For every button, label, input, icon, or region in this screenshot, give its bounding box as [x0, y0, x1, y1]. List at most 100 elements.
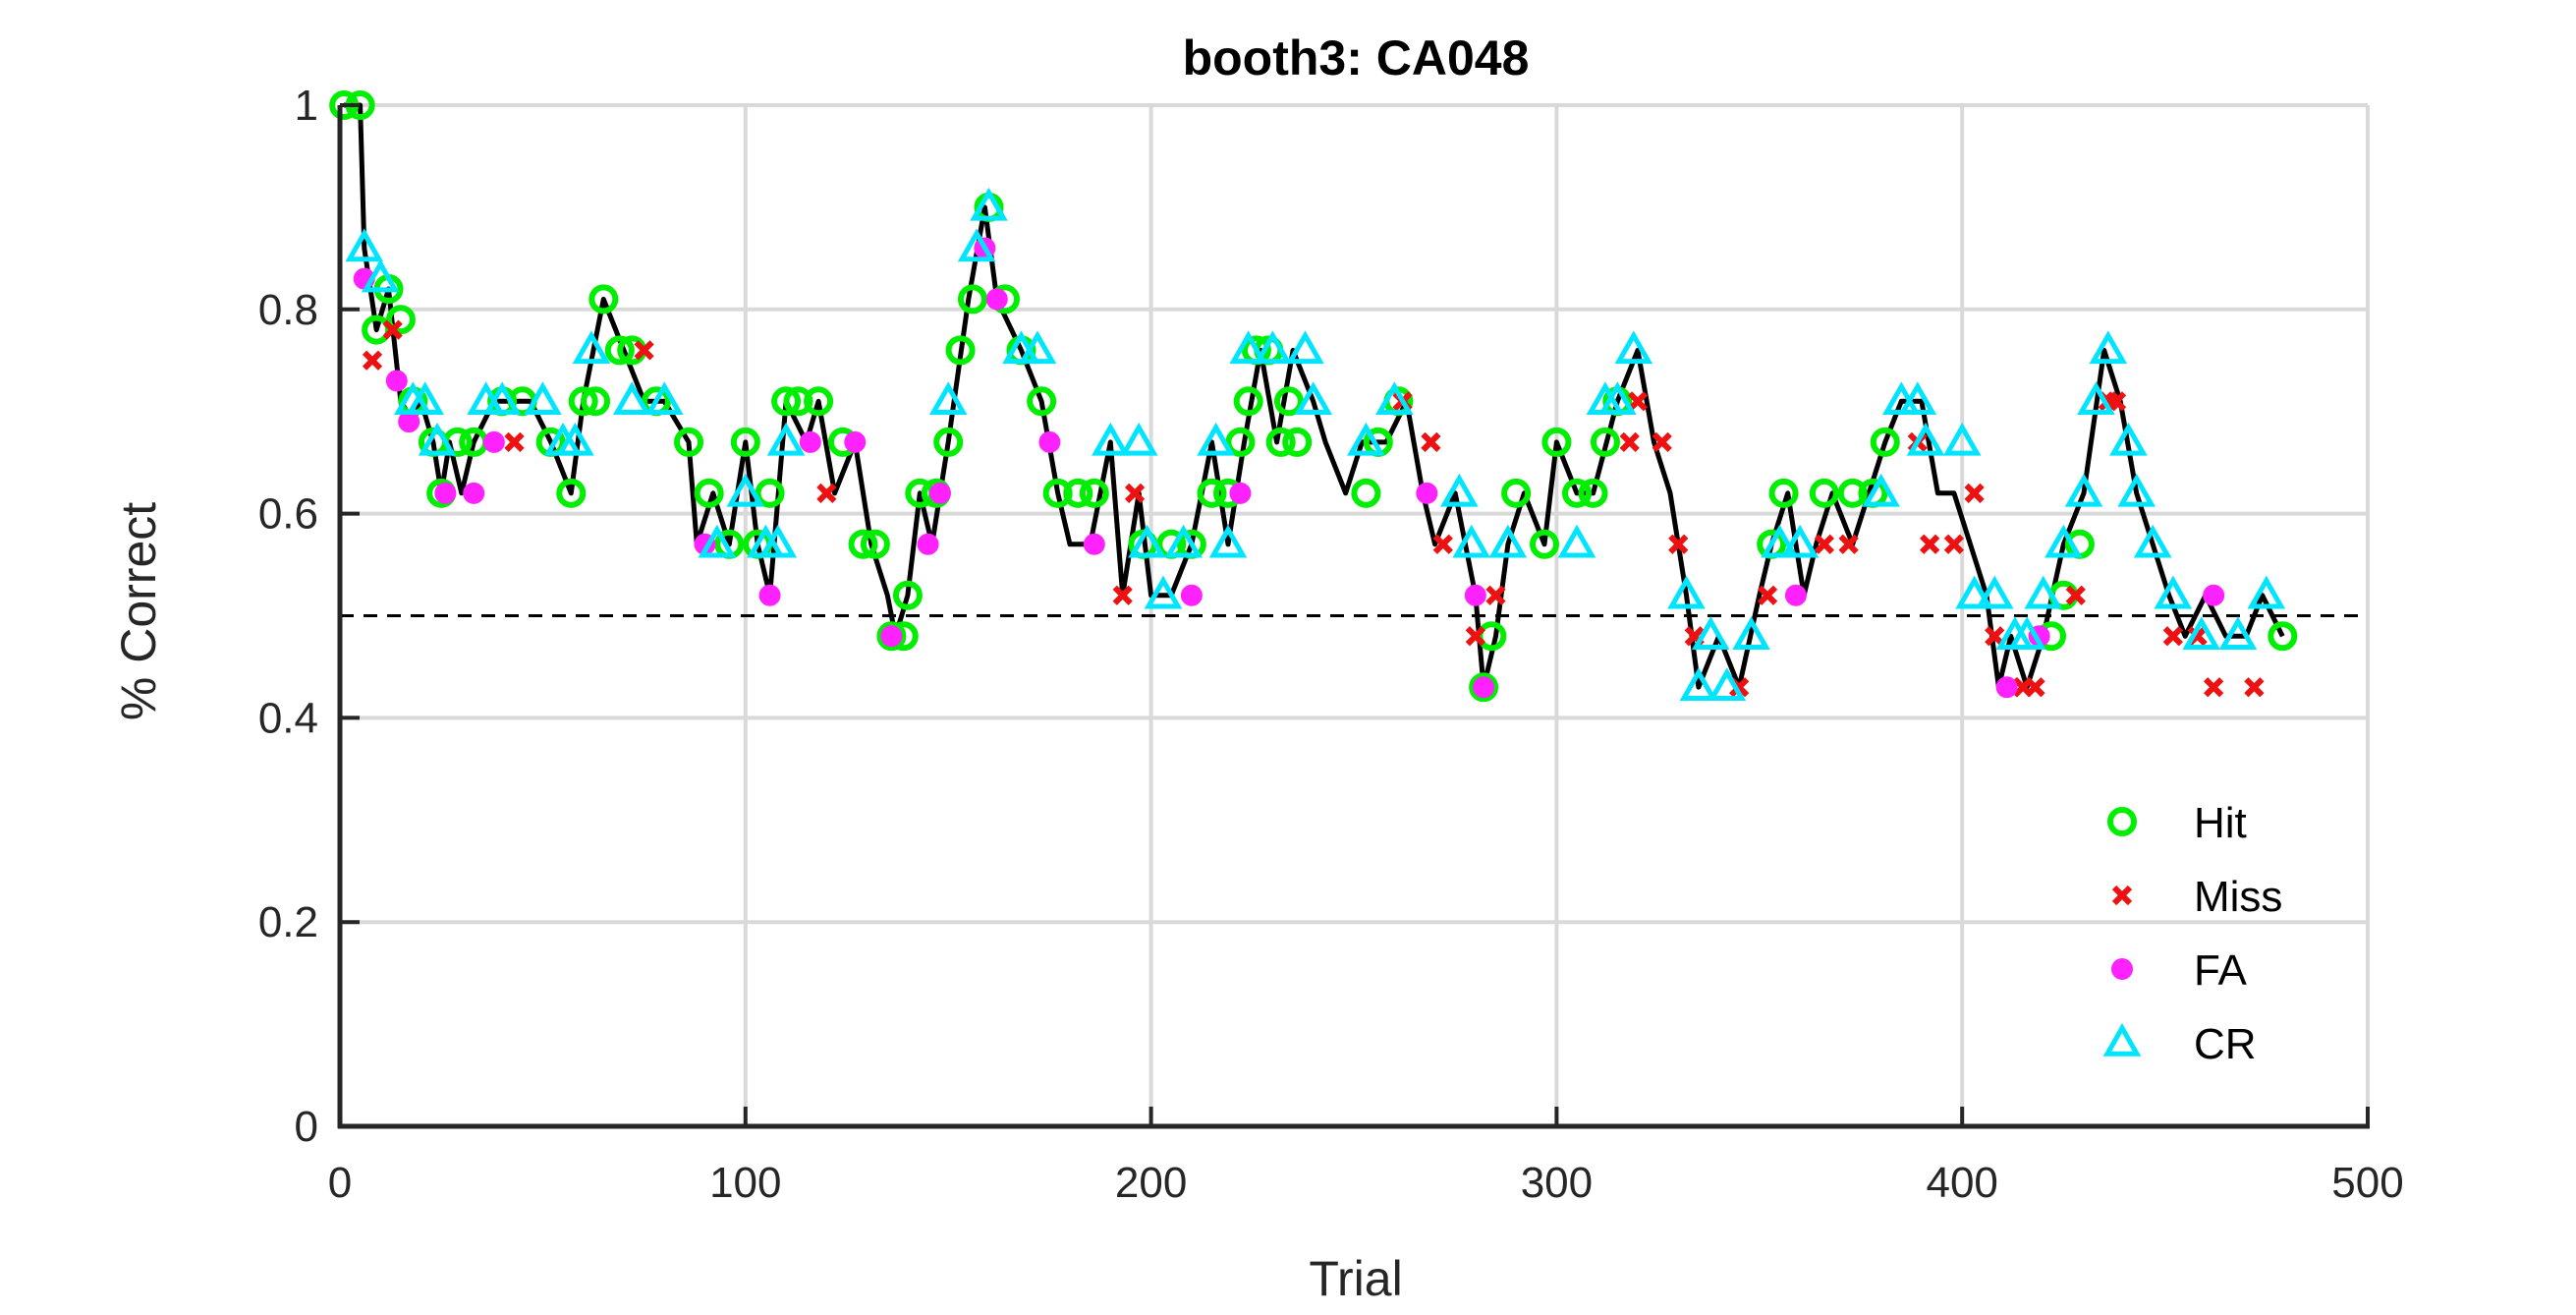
- fa-marker: [844, 430, 867, 453]
- miss-marker-stroke: [1112, 585, 1133, 605]
- hit-marker: [604, 335, 635, 366]
- cr-marker: [1229, 330, 1267, 365]
- hit-marker: [957, 284, 987, 314]
- cr-marker: [1347, 422, 1385, 456]
- fa-marker: [1416, 482, 1438, 504]
- legend-label: CR: [2194, 1020, 2257, 1068]
- x-tick-label: 200: [1115, 1159, 1187, 1207]
- cr-marker: [2077, 381, 2115, 416]
- cr-marker: [1708, 667, 1747, 701]
- hit-marker: [362, 314, 392, 345]
- hit-marker: [771, 386, 802, 417]
- cr-marker: [1898, 381, 1937, 416]
- cr-marker: [1144, 575, 1183, 609]
- fa-marker: [463, 482, 485, 504]
- hit-marker: [1837, 478, 1868, 508]
- hit-marker: [1225, 427, 1256, 457]
- hit-marker: [674, 427, 704, 457]
- miss-marker-stroke: [1627, 391, 1649, 412]
- series-fa: [353, 237, 2225, 699]
- miss-marker: [1627, 391, 1649, 412]
- hit-marker: [892, 580, 923, 610]
- hit-marker: [876, 621, 907, 652]
- miss-marker-stroke: [1421, 431, 1441, 452]
- cr-marker: [2089, 330, 2128, 365]
- cr-marker: [1374, 381, 1414, 416]
- hit-marker: [1530, 529, 1560, 559]
- miss-marker: [382, 319, 403, 340]
- legend-label: Miss: [2194, 873, 2282, 921]
- cr-marker: [1955, 575, 1993, 609]
- x-tick-label: 100: [709, 1159, 781, 1207]
- cr-marker: [524, 381, 562, 416]
- cr-marker: [2154, 575, 2193, 609]
- hit-marker: [1282, 427, 1313, 457]
- cr-marker: [572, 330, 611, 365]
- x-tick-label: 400: [1926, 1159, 1997, 1207]
- cr-marker: [406, 381, 444, 416]
- cr-marker: [928, 381, 968, 416]
- cr-marker: [2182, 616, 2221, 651]
- miss-marker-stroke: [504, 431, 525, 452]
- miss-marker-stroke: [2111, 885, 2133, 906]
- cr-marker: [612, 381, 651, 416]
- cr-marker: [2133, 524, 2172, 558]
- legend-entry-hit: Hit: [2107, 799, 2247, 847]
- cr-marker: [1667, 575, 1706, 609]
- fa-marker: [1180, 584, 1203, 606]
- cr-marker: [1128, 524, 1166, 558]
- cr-marker: [1254, 330, 1292, 365]
- hit-marker: [730, 427, 760, 457]
- hit-marker: [1233, 386, 1263, 417]
- cr-marker: [418, 422, 457, 456]
- miss-marker-stroke: [1729, 677, 1750, 698]
- cr-marker: [2007, 616, 2046, 651]
- legend: Hit Miss FA CR: [2102, 799, 2282, 1068]
- hit-marker: [783, 386, 813, 417]
- hit-marker: [945, 335, 976, 366]
- cr-marker: [1286, 330, 1324, 365]
- cr-marker: [698, 524, 737, 558]
- cr-marker: [361, 258, 400, 293]
- miss-marker: [1124, 483, 1146, 503]
- hit-marker: [1870, 427, 1900, 457]
- hit-marker: [556, 478, 587, 508]
- fa-marker: [2111, 958, 2133, 980]
- hit-marker: [848, 529, 878, 559]
- cr-marker: [556, 422, 594, 456]
- miss-marker-stroke: [1652, 431, 1672, 452]
- fa-marker: [985, 288, 1008, 311]
- fa-marker: [1784, 584, 1807, 606]
- fa-marker: [1083, 533, 1105, 555]
- miss-marker: [1964, 483, 1985, 503]
- miss-marker: [1619, 431, 1640, 452]
- cr-marker: [1440, 473, 1479, 507]
- cr-marker: [766, 422, 806, 456]
- hit-marker: [588, 284, 619, 314]
- miss-marker: [1465, 626, 1485, 647]
- miss-marker-stroke: [1920, 534, 1940, 554]
- series-cr: [345, 187, 2286, 701]
- cr-marker: [1780, 524, 1820, 558]
- miss-marker: [1943, 534, 1965, 554]
- cr-marker: [1557, 524, 1596, 558]
- hit-marker: [1273, 386, 1304, 417]
- legend-entry-miss: Miss: [2111, 873, 2282, 921]
- plot-area: [329, 90, 2298, 703]
- miss-marker: [2244, 677, 2265, 698]
- miss-marker-stroke: [1943, 534, 1965, 554]
- tick-labels: 0 100 200 300 400 500 0 0.2 0.4 0.6 0.8 1: [258, 82, 2404, 1207]
- cr-marker: [1679, 667, 1718, 701]
- miss-marker: [1920, 534, 1940, 554]
- y-tick-label: 1: [295, 82, 318, 130]
- x-tick-label: 300: [1521, 1159, 1593, 1207]
- miss-marker-stroke: [2162, 626, 2183, 647]
- cr-marker: [1691, 616, 1730, 651]
- x-axis-label: Trial: [1309, 1251, 1402, 1306]
- cr-marker: [2102, 1022, 2142, 1057]
- y-tick-label: 0.6: [258, 490, 318, 539]
- cr-marker: [1942, 422, 1982, 456]
- legend-entry-cr: CR: [2102, 1020, 2257, 1068]
- hit-marker: [1469, 672, 1499, 703]
